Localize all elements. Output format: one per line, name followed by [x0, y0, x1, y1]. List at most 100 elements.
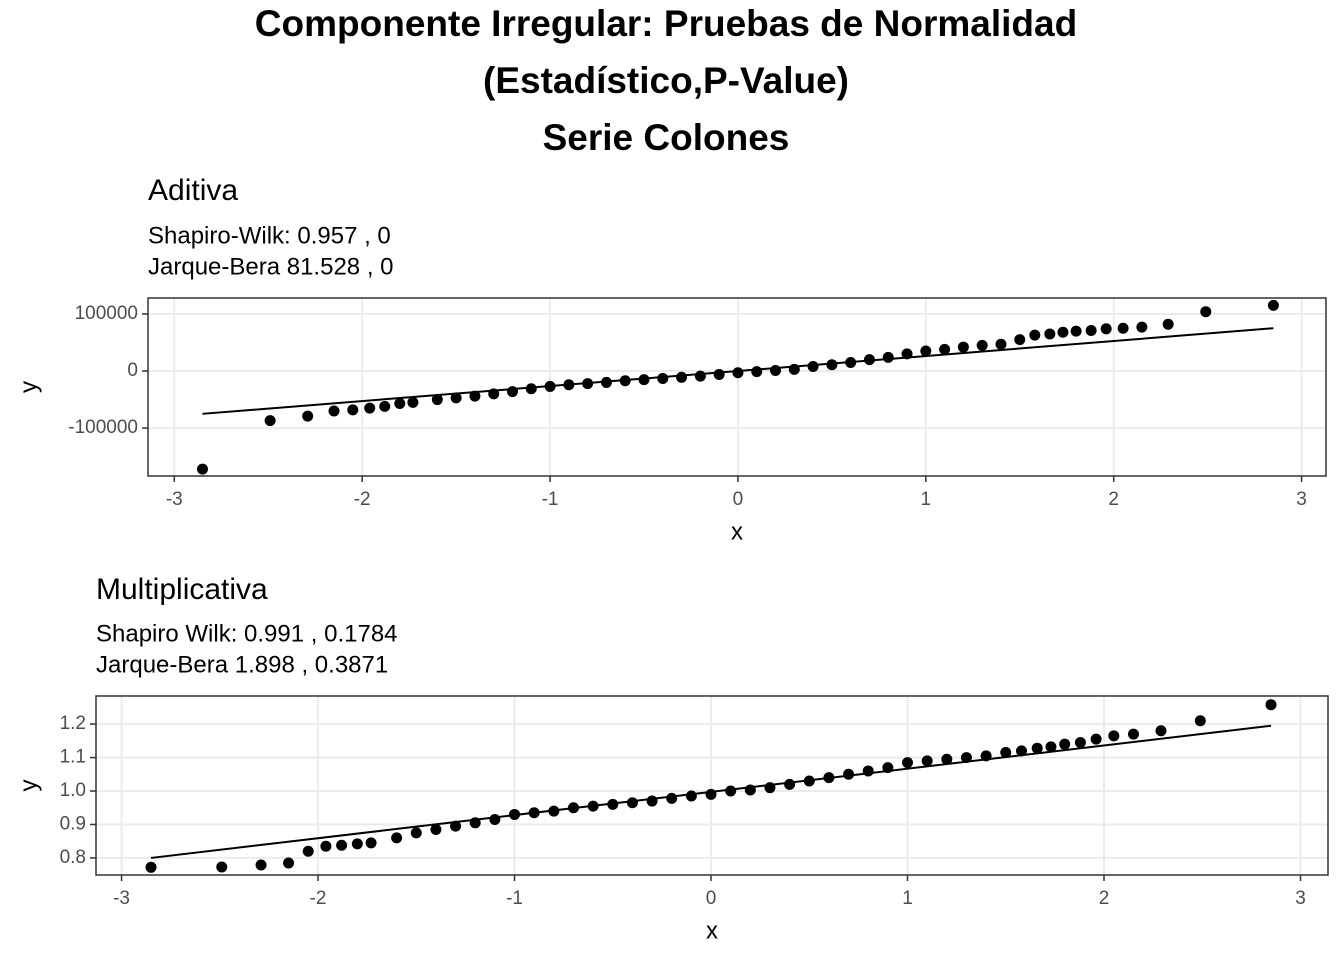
- point: [1057, 326, 1069, 338]
- panel-title: Aditiva: [148, 174, 238, 207]
- x-axis-label: x: [731, 518, 743, 545]
- point: [328, 405, 340, 417]
- point: [351, 838, 363, 850]
- point: [920, 345, 932, 357]
- reference-line: [202, 327, 1274, 415]
- point: [941, 753, 953, 765]
- x-tick-label: 2: [1099, 888, 1110, 909]
- point: [784, 778, 796, 790]
- y-tick-label: -100000: [68, 417, 138, 438]
- x-tick-label: 1: [921, 489, 932, 510]
- point: [807, 360, 819, 372]
- point: [1029, 329, 1041, 341]
- point: [450, 820, 462, 832]
- point: [626, 797, 638, 809]
- point: [364, 402, 376, 414]
- panel-title: Multiplicativa: [96, 573, 268, 606]
- point: [957, 341, 969, 353]
- x-tick-label: -3: [113, 888, 130, 909]
- point: [862, 765, 874, 777]
- point: [995, 338, 1007, 350]
- point: [976, 339, 988, 351]
- y-tick-label: 1.1: [60, 747, 86, 768]
- point: [1090, 733, 1102, 745]
- x-tick-label: -2: [310, 888, 327, 909]
- panel-border: [95, 695, 1329, 876]
- point: [410, 827, 422, 839]
- point: [770, 364, 782, 376]
- x-tick-label: 3: [1296, 489, 1307, 510]
- x-tick-label: -1: [506, 888, 523, 909]
- panel-subtitle: Shapiro Wilk: 0.991 , 0.1784: [96, 620, 398, 647]
- point: [843, 768, 855, 780]
- point: [379, 400, 391, 412]
- point: [666, 792, 678, 804]
- y-tick-label: 0.8: [60, 847, 86, 868]
- y-tick-label: 100000: [75, 303, 138, 324]
- point: [638, 374, 650, 386]
- panel-border: [147, 297, 1327, 477]
- point: [430, 823, 442, 835]
- page-title: Componente Irregular: Pruebas de Normali…: [255, 3, 1077, 44]
- point: [1014, 334, 1026, 346]
- point: [921, 755, 933, 767]
- point: [939, 343, 951, 355]
- point: [347, 404, 359, 416]
- point: [1136, 321, 1148, 333]
- y-tick-label: 0.9: [60, 813, 86, 834]
- point: [1267, 299, 1279, 311]
- point: [676, 371, 688, 383]
- point: [1265, 699, 1277, 711]
- y-axis-label: y: [15, 381, 42, 393]
- point: [302, 845, 314, 857]
- page-title: Serie Colones: [543, 117, 790, 158]
- point: [391, 832, 403, 844]
- y-tick-label: 0: [127, 360, 138, 381]
- x-tick-label: 1: [902, 888, 913, 909]
- point: [264, 415, 276, 427]
- point: [725, 785, 737, 797]
- x-tick-label: 3: [1295, 888, 1306, 909]
- panel-subtitle: Shapiro-Wilk: 0.957 , 0: [148, 222, 391, 249]
- y-tick-label: 1.0: [60, 780, 86, 801]
- x-tick-label: 0: [706, 888, 717, 909]
- point: [1070, 325, 1082, 337]
- panel-subtitle: Jarque-Bera 81.528 , 0: [148, 253, 394, 280]
- x-tick-label: -3: [166, 489, 183, 510]
- point: [1000, 747, 1012, 759]
- point: [407, 396, 419, 408]
- panel-subtitle: Jarque-Bera 1.898 , 0.3871: [96, 651, 388, 678]
- point: [1085, 325, 1097, 337]
- point: [394, 398, 406, 410]
- x-tick-label: 0: [733, 489, 744, 510]
- point: [1045, 741, 1057, 753]
- point: [1074, 737, 1086, 749]
- point: [320, 840, 332, 852]
- point: [489, 813, 501, 825]
- point: [1155, 725, 1167, 737]
- point: [902, 757, 914, 769]
- point: [1127, 728, 1139, 740]
- point: [1044, 328, 1056, 340]
- point: [1059, 738, 1071, 750]
- point: [431, 394, 443, 406]
- point: [685, 790, 697, 802]
- page-title: (Estadístico,P-Value): [483, 60, 849, 101]
- x-tick-label: -2: [354, 489, 371, 510]
- point: [826, 359, 838, 371]
- point: [732, 367, 744, 379]
- point: [646, 795, 658, 807]
- point: [1015, 745, 1027, 757]
- point: [255, 859, 267, 871]
- reference-line: [150, 724, 1272, 859]
- point: [657, 372, 669, 384]
- point: [216, 861, 228, 873]
- point: [1031, 742, 1043, 754]
- point: [450, 392, 462, 404]
- y-axis-label: y: [15, 780, 42, 792]
- point: [1162, 318, 1174, 330]
- y-tick-label: 1.2: [60, 713, 86, 734]
- x-tick-label: -1: [542, 489, 559, 510]
- point: [336, 839, 348, 851]
- point: [506, 386, 518, 398]
